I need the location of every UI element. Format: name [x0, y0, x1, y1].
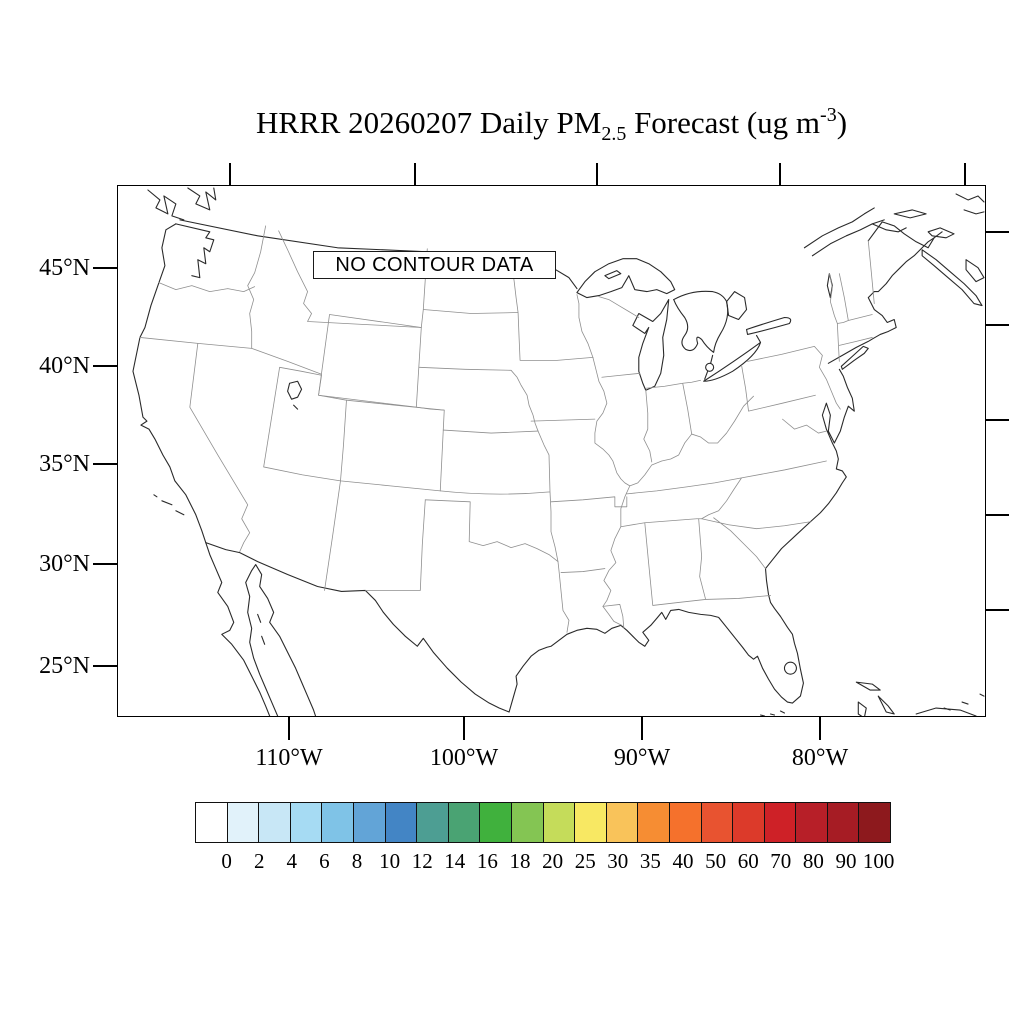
colorbar-tick-label: 100: [862, 849, 895, 873]
colorbar-cell-20: [826, 802, 860, 843]
colorbar-cell-12: [574, 802, 607, 843]
colorbar-cell-14: [637, 802, 670, 843]
colorbar-tick-label: 8: [351, 849, 363, 873]
lon-tick: [463, 717, 465, 740]
right-tick: [986, 514, 1009, 516]
top-tick: [779, 163, 781, 185]
colorbar-cell-7: [416, 802, 449, 843]
right-tick: [986, 231, 1009, 233]
colorbar-cell-21: [858, 802, 892, 843]
colorbar-tick-label: 6: [319, 849, 330, 873]
colorbar-cell-18: [763, 802, 797, 843]
colorbar-cell-19: [795, 802, 828, 843]
title-subscript: 2.5: [601, 123, 627, 145]
lon-tick: [641, 717, 643, 740]
colorbar: [195, 802, 892, 843]
state-borders-group: [139, 225, 875, 633]
colorbar-labels: 0 2 4 6 8 10 12 14 16 18 20 25 30 35 40 50 60 70 80 90 100: [195, 850, 913, 874]
lat-tick: [93, 665, 117, 667]
colorbar-cell-15: [668, 802, 702, 843]
colorbar-tick-label: 60: [737, 849, 759, 873]
colorbar-tick-label: 4: [286, 849, 298, 873]
title-suffix: ): [836, 105, 848, 140]
top-tick: [229, 163, 231, 185]
colorbar-cell-17: [732, 802, 765, 843]
colorbar-cell-11: [542, 802, 576, 843]
lon-tick: [288, 717, 290, 740]
title-middle: Forecast (ug m: [626, 105, 821, 140]
lat-tick-label: 40°N: [39, 353, 90, 379]
colorbar-tick-label: 14: [444, 849, 466, 873]
top-tick: [596, 163, 598, 185]
title-superscript: -3: [820, 104, 837, 126]
title-prefix: HRRR 20260207 Daily PM: [255, 105, 602, 140]
lat-tick-label: 45°N: [39, 255, 90, 281]
colorbar-tick-label: 10: [379, 849, 401, 873]
colorbar-cell-16: [700, 802, 734, 843]
colorbar-tick-label: 0: [221, 849, 232, 873]
right-tick: [986, 324, 1009, 326]
top-tick: [414, 163, 416, 185]
page-title: HRRR 20260207 Daily PM2.5 Forecast (ug m…: [117, 104, 986, 146]
colorbar-cell-9: [479, 802, 512, 843]
colorbar-tick-label: 30: [607, 849, 629, 873]
colorbar-tick-label: 40: [672, 849, 694, 873]
colorbar-cell-10: [510, 802, 544, 843]
no-contour-data-label: NO CONTOUR DATA: [313, 251, 556, 279]
colorbar-tick-label: 12: [411, 849, 433, 873]
lon-tick-label: 110°W: [255, 745, 323, 771]
lat-tick-label: 35°N: [39, 451, 90, 477]
colorbar-cell-13: [605, 802, 639, 843]
colorbar-cell-2: [258, 802, 291, 843]
colorbar-tick-label: 35: [639, 849, 661, 873]
right-tick: [986, 609, 1009, 611]
colorbar-cell-3: [289, 802, 323, 843]
lat-tick: [93, 463, 117, 465]
lat-tick-label: 30°N: [39, 551, 90, 577]
colorbar-cell-4: [321, 802, 354, 843]
colorbar-tick-label: 80: [802, 849, 824, 873]
lon-tick-label: 90°W: [613, 745, 671, 771]
us-map-svg: [132, 187, 985, 716]
lon-tick-label: 80°W: [791, 745, 849, 771]
right-tick: [986, 419, 1009, 421]
colorbar-cell-6: [384, 802, 418, 843]
lon-tick: [819, 717, 821, 740]
colorbar-cell-5: [352, 802, 386, 843]
lat-tick-label: 25°N: [39, 653, 90, 679]
colorbar-tick-label: 70: [770, 849, 792, 873]
lat-tick: [93, 365, 117, 367]
top-tick: [964, 163, 966, 185]
colorbar-tick-label: 90: [835, 849, 857, 873]
colorbar-tick-label: 2: [253, 849, 265, 873]
colorbar-tick-label: 25: [574, 849, 596, 873]
colorbar-cell-8: [447, 802, 481, 843]
colorbar-cell-1: [226, 802, 260, 843]
coastlines-group: [132, 187, 985, 716]
colorbar-cell-0: [195, 802, 228, 843]
colorbar-tick-label: 16: [476, 849, 498, 873]
lon-tick-label: 100°W: [429, 745, 499, 771]
lat-tick: [93, 563, 117, 565]
colorbar-tick-label: 18: [509, 849, 531, 873]
colorbar-tick-label: 50: [705, 849, 727, 873]
lat-tick: [93, 267, 117, 269]
colorbar-tick-label: 20: [542, 849, 564, 873]
